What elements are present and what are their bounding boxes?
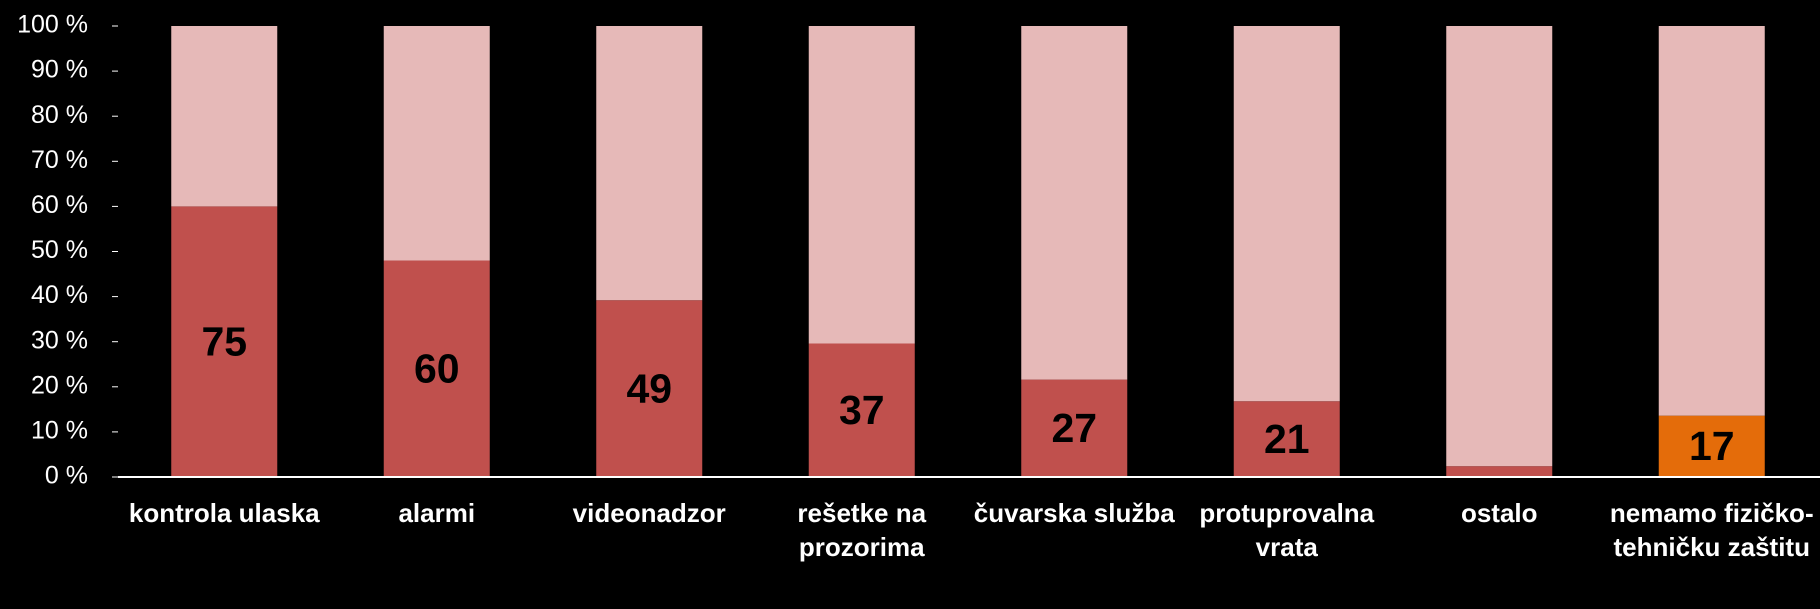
bar-segment (1233, 26, 1340, 402)
data-label: 60 (414, 346, 460, 392)
x-tick-label: kontrola ulaska (128, 498, 320, 528)
x-tick-label: rešetke na prozorima (797, 498, 927, 562)
bar-segment (1233, 401, 1340, 477)
bar-segment (596, 26, 703, 301)
y-tick-label: 90 % (31, 56, 88, 84)
bar-segment (171, 206, 278, 477)
y-tick-label: 70 % (31, 146, 88, 174)
data-label: 27 (1051, 405, 1097, 451)
bar-segment (808, 26, 915, 344)
bar-segment (1446, 26, 1553, 467)
data-label: 75 (201, 319, 247, 365)
y-tick-label: 10 % (31, 417, 88, 445)
y-tick-label: 30 % (31, 326, 88, 354)
bar-segment (596, 300, 703, 477)
y-tick-label: 0 % (45, 462, 88, 490)
bar-segment (1021, 379, 1128, 477)
y-tick-label: 40 % (31, 281, 88, 309)
y-tick-label: 60 % (31, 191, 88, 219)
data-label: 49 (626, 365, 672, 411)
x-tick-label: protuprovalna vrata (1199, 498, 1375, 562)
x-tick-label: alarmi (398, 498, 476, 528)
data-label: 17 (1689, 423, 1735, 469)
bar-segment (808, 343, 915, 477)
bar-segment (1446, 466, 1553, 477)
data-label: 37 (839, 387, 885, 433)
bar-segment (1021, 26, 1128, 380)
y-tick-label: 20 % (31, 371, 88, 399)
x-tick-label: ostalo (1460, 498, 1538, 528)
bar-segment (1658, 26, 1765, 416)
bar-segment (1658, 415, 1765, 477)
y-tick-label: 50 % (31, 236, 88, 264)
x-tick-label: videonadzor (572, 498, 726, 528)
bar-segment (383, 26, 490, 261)
x-tick-label: nemamo fizičko-tehničku zaštitu (1609, 498, 1814, 562)
bar-segment (171, 26, 278, 207)
x-tick-label: čuvarska služba (973, 498, 1175, 528)
y-tick-label: 80 % (31, 101, 88, 129)
bar-segment (383, 260, 490, 477)
data-label: 21 (1264, 416, 1310, 462)
y-tick-label: 100 % (17, 11, 88, 39)
